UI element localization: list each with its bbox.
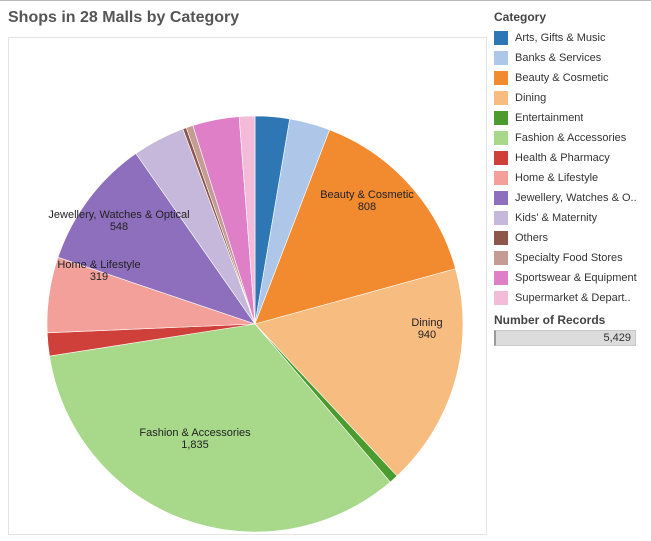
legend-item[interactable]: Sportswear & Equipment xyxy=(494,268,646,288)
legend-item[interactable]: Others xyxy=(494,228,646,248)
legend-item[interactable]: Jewellery, Watches & O.. xyxy=(494,188,646,208)
legend-swatch xyxy=(494,151,508,165)
legend-label: Beauty & Cosmetic xyxy=(515,72,609,84)
pie-chart-panel: Beauty & Cosmetic 808 Dining 940 Fashion & A… xyxy=(8,37,487,535)
slice-value-label: 548 xyxy=(110,221,128,233)
legend-label: Entertainment xyxy=(515,112,584,124)
legend-swatch xyxy=(494,131,508,145)
legend-swatch xyxy=(494,91,508,105)
legend-swatch xyxy=(494,31,508,45)
slice-label: Beauty & Cosmetic xyxy=(320,189,414,201)
records-value: 5,429 xyxy=(603,332,631,344)
legend-swatch xyxy=(494,171,508,185)
slice-label: Fashion & Accessories xyxy=(139,427,251,439)
legend-item[interactable]: Dining xyxy=(494,88,646,108)
legend-title: Category xyxy=(494,10,547,24)
slice-value-label: 940 xyxy=(418,329,436,341)
legend-item[interactable]: Home & Lifestyle xyxy=(494,168,646,188)
legend-label: Arts, Gifts & Music xyxy=(515,32,606,44)
records-summary: Number of Records 5,429 xyxy=(494,313,644,346)
legend-swatch xyxy=(494,51,508,65)
legend-item[interactable]: Health & Pharmacy xyxy=(494,148,646,168)
chart-title: Shops in 28 Malls by Category xyxy=(8,9,240,26)
pie-slice[interactable] xyxy=(254,268,464,477)
legend-label: Dining xyxy=(515,92,547,104)
pie-slice[interactable] xyxy=(49,323,391,533)
pie-slice[interactable] xyxy=(238,115,256,325)
legend-label: Specialty Food Stores xyxy=(515,252,623,264)
top-border xyxy=(0,0,651,1)
slice-value-label: 1,835 xyxy=(181,439,209,451)
legend-label: Sportswear & Equipment xyxy=(515,272,637,284)
legend-label: Others xyxy=(515,232,549,244)
pie-slice[interactable] xyxy=(57,153,256,325)
legend-swatch xyxy=(494,211,508,225)
legend-swatch xyxy=(494,291,508,305)
legend-label: Jewellery, Watches & O.. xyxy=(515,192,637,204)
records-bar[interactable]: 5,429 xyxy=(494,330,636,346)
records-title: Number of Records xyxy=(494,313,606,327)
slice-value-label: 319 xyxy=(90,271,108,283)
legend-item[interactable]: Entertainment xyxy=(494,108,646,128)
legend-label: Banks & Services xyxy=(515,52,602,64)
legend-swatch xyxy=(494,271,508,285)
legend-swatch xyxy=(494,191,508,205)
legend-items: Arts, Gifts & Music Banks & Services Beaut… xyxy=(494,28,646,308)
legend-swatch xyxy=(494,231,508,245)
legend-label: Fashion & Accessories xyxy=(515,132,627,144)
legend-item[interactable]: Kids' & Maternity xyxy=(494,208,646,228)
legend-item[interactable]: Beauty & Cosmetic xyxy=(494,68,646,88)
slice-label: Home & Lifestyle xyxy=(57,259,140,271)
legend-swatch xyxy=(494,251,508,265)
legend-item[interactable]: Arts, Gifts & Music xyxy=(494,28,646,48)
legend-item[interactable]: Banks & Services xyxy=(494,48,646,68)
category-legend: Category Arts, Gifts & Music Banks & Serv… xyxy=(494,10,646,308)
legend-label: Home & Lifestyle xyxy=(515,172,599,184)
legend-swatch xyxy=(494,111,508,125)
legend-label: Supermarket & Depart.. xyxy=(515,292,631,304)
legend-swatch xyxy=(494,71,508,85)
slice-label: Jewellery, Watches & Optical xyxy=(48,209,189,221)
legend-item[interactable]: Fashion & Accessories xyxy=(494,128,646,148)
legend-label: Kids' & Maternity xyxy=(515,212,598,224)
pie-slice[interactable] xyxy=(254,129,456,325)
legend-item[interactable]: Supermarket & Depart.. xyxy=(494,288,646,308)
legend-label: Health & Pharmacy xyxy=(515,152,610,164)
slice-value-label: 808 xyxy=(358,201,376,213)
legend-item[interactable]: Specialty Food Stores xyxy=(494,248,646,268)
slice-label: Dining xyxy=(411,317,442,329)
